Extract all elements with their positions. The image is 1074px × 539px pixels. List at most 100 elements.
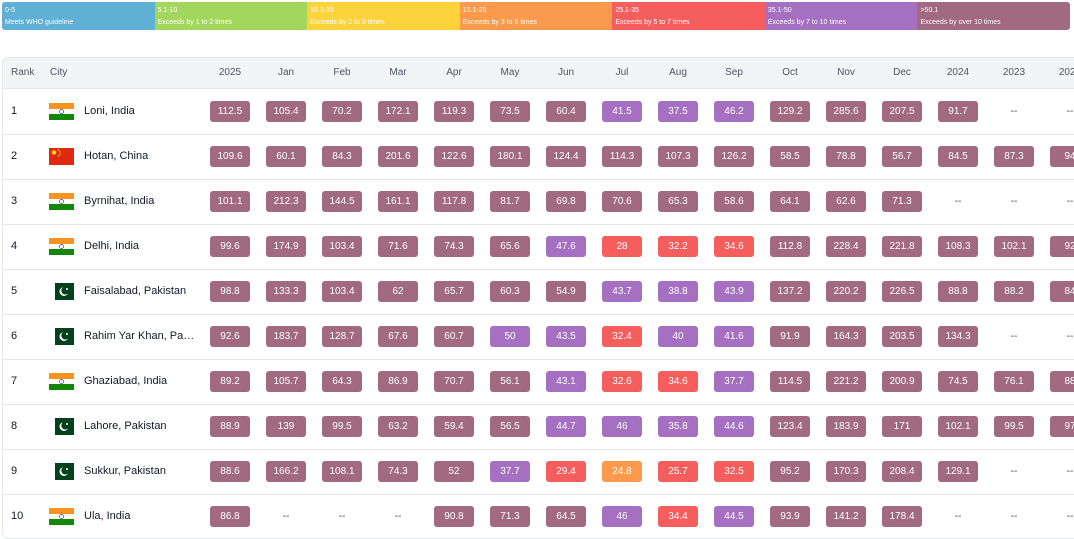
aqi-value: 99.5 [322, 416, 362, 437]
aqi-value: 44.6 [714, 416, 754, 437]
flag-icon [49, 373, 74, 390]
aqi-value: 34.4 [658, 506, 698, 527]
aqi-value: 71.6 [378, 236, 418, 257]
city-name: Lahore, Pakistan [84, 420, 167, 432]
legend-item: 10.1-15 Exceeds by 2 to 3 times [307, 2, 460, 30]
legend-range: 15.1-25 [462, 7, 487, 14]
aqi-value: 129.1 [938, 461, 978, 482]
aqi-value: 56.7 [882, 146, 922, 167]
aqi-value: 212.3 [266, 191, 306, 212]
rank: 10 [11, 510, 24, 522]
no-data: -- [954, 511, 962, 522]
city-name: Ghaziabad, India [84, 375, 168, 387]
aqi-value: 74.3 [378, 461, 418, 482]
rank: 7 [11, 375, 18, 387]
aqi-value: 34.6 [714, 236, 754, 257]
table-row: 10 Ula, India 86.8 -- -- -- 90.8 71.3 64.5 46 34.4… [3, 494, 1074, 538]
no-data: -- [1010, 331, 1018, 342]
legend-label: Meets WHO guideline [5, 19, 74, 26]
aqi-value: 89.2 [210, 371, 250, 392]
no-data: -- [338, 511, 346, 522]
rank: 1 [11, 105, 18, 117]
rank: 5 [11, 285, 18, 297]
no-data: -- [1066, 511, 1074, 522]
aqi-value: 88.6 [210, 461, 250, 482]
aqi-value: 84.3 [322, 146, 362, 167]
aqi-value: 65.3 [658, 191, 698, 212]
aqi-value: 62.6 [826, 191, 866, 212]
aqi-value: 44.7 [546, 416, 586, 437]
aqi-value: 24.8 [602, 461, 642, 482]
aqi-value: 46 [602, 416, 642, 437]
column-header: 2024 [946, 67, 970, 78]
legend-range: >50.1 [920, 7, 939, 14]
flag-icon [49, 463, 74, 480]
table-row: 7 Ghaziabad, India 89.2 105.7 64.3 86.9 70.7 56… [3, 359, 1074, 405]
aqi-value: 123.4 [770, 416, 810, 437]
no-data: -- [954, 196, 962, 207]
aqi-value: 114.3 [602, 146, 642, 167]
aqi-value: 32.6 [602, 371, 642, 392]
aqi-value: 37.5 [658, 101, 698, 122]
aqi-value: 201.6 [378, 146, 418, 167]
aqi-value: 208.4 [882, 461, 922, 482]
aqi-value: 81.7 [490, 191, 530, 212]
table-header: Rank City 2025 Jan Feb Mar Apr May Jun Jul Aug Sep O… [3, 58, 1074, 89]
flag-icon [49, 508, 74, 525]
flag-icon [49, 283, 74, 300]
aqi-value: 37.7 [490, 461, 530, 482]
column-header: May [500, 67, 520, 78]
aqi-value: 56.5 [490, 416, 530, 437]
aqi-value: 38.8 [658, 281, 698, 302]
aqi-value: 52 [434, 461, 474, 482]
aqi-value: 62 [378, 281, 418, 302]
no-data: -- [1010, 511, 1018, 522]
aqi-value: 92.6 [210, 326, 250, 347]
legend-item: 15.1-25 Exceeds by 3 to 5 times [459, 2, 613, 30]
no-data: -- [1066, 106, 1074, 117]
aqi-value: 73.5 [490, 101, 530, 122]
table-row: 5 Faisalabad, Pakistan 98.8 133.3 103.4 62 65.… [3, 269, 1074, 315]
aqi-value: 226.5 [882, 281, 922, 302]
table-row: 4 Delhi, India 99.6 174.9 103.4 71.6 74.3 65.6 4… [3, 224, 1074, 270]
aqi-value: 69.8 [546, 191, 586, 212]
flag-icon [49, 193, 74, 210]
aqi-value: 54.9 [546, 281, 586, 302]
legend-item: >50.1 Exceeds by over 10 times [917, 2, 1070, 30]
aqi-value: 103.4 [322, 236, 362, 257]
aqi-value: 56.1 [490, 371, 530, 392]
aqi-value: 99.6 [210, 236, 250, 257]
legend-label: Exceeds by 2 to 3 times [310, 19, 385, 26]
legend-range: 5.1-10 [157, 7, 178, 14]
aqi-value: 161.1 [378, 191, 418, 212]
aqi-value: 108.1 [322, 461, 362, 482]
aqi-value: 65.7 [434, 281, 474, 302]
aqi-value: 58.5 [770, 146, 810, 167]
aqi-value: 88.8 [938, 281, 978, 302]
aqi-value: 119.3 [434, 101, 474, 122]
city-name: Loni, India [84, 105, 135, 117]
flag-icon [49, 328, 74, 345]
aqi-value: 178.4 [882, 506, 922, 527]
aqi-value: 91.7 [938, 101, 978, 122]
aqi-value: 108.3 [938, 236, 978, 257]
aqi-value: 46.2 [714, 101, 754, 122]
aqi-value: 44.5 [714, 506, 754, 527]
aqi-value: 134.3 [938, 326, 978, 347]
aqi-value: 58.6 [714, 191, 754, 212]
aqi-value: 60.7 [434, 326, 474, 347]
aqi-value: 86.9 [378, 371, 418, 392]
aqi-value: 84 [1050, 281, 1074, 302]
aqi-value: 200.9 [882, 371, 922, 392]
legend-label: Exceeds by 7 to 10 times [767, 19, 847, 26]
aqi-value: 78.8 [826, 146, 866, 167]
aqi-value: 94 [1050, 146, 1074, 167]
aqi-value: 172.1 [378, 101, 418, 122]
aqi-value: 71.3 [882, 191, 922, 212]
aqi-value: 107.3 [658, 146, 698, 167]
column-header: Feb [333, 67, 351, 78]
rank: 2 [11, 150, 18, 162]
aqi-value: 88.2 [994, 281, 1034, 302]
legend-label: Exceeds by over 10 times [920, 19, 1001, 26]
aqi-value: 112.5 [210, 101, 250, 122]
